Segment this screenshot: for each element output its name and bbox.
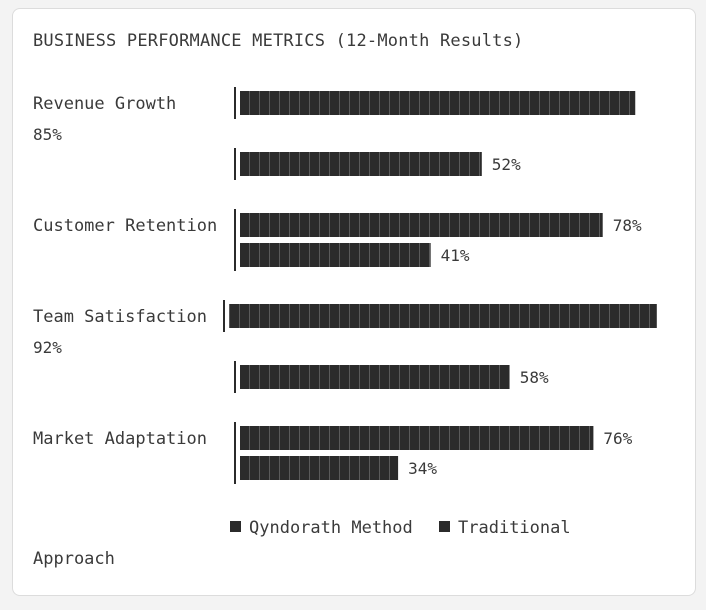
- bar-team-satisfaction-qyndorath-method: [229, 304, 657, 328]
- legend-label-traditional-wrap: Approach: [33, 549, 115, 569]
- category-label-team-satisfaction: Team Satisfaction: [33, 307, 207, 327]
- category-label-market-adaptation: Market Adaptation: [33, 429, 207, 449]
- bar-customer-retention-traditional-approach: [240, 243, 431, 267]
- bar-baseline-revenue-growth-1: [234, 87, 236, 119]
- legend-swatch-qyndorath: [230, 520, 241, 532]
- bar-baseline-revenue-growth-2: [234, 148, 236, 180]
- value-label-market-adaptation-traditional-approach: 34%: [408, 459, 437, 478]
- value-label-team-satisfaction-qyndorath-method: 92%: [33, 338, 62, 357]
- legend-item-qyndorath: Qyndorath Method: [230, 518, 423, 538]
- legend-swatch-traditional: [439, 520, 451, 532]
- bar-baseline-team-satisfaction-1: [223, 300, 225, 332]
- bar-team-satisfaction-traditional-approach: [240, 365, 510, 389]
- chart-title: BUSINESS PERFORMANCE METRICS (12-Month R…: [33, 31, 524, 51]
- legend-label-qyndorath: Qyndorath Method: [249, 518, 413, 538]
- legend-item-traditional: Traditional: [439, 518, 571, 538]
- value-label-revenue-growth-qyndorath-method: 85%: [33, 125, 62, 144]
- bar-baseline-team-satisfaction-2: [234, 361, 236, 393]
- value-label-team-satisfaction-traditional-approach: 58%: [520, 368, 549, 387]
- value-label-market-adaptation-qyndorath-method: 76%: [603, 429, 632, 448]
- bar-baseline-market-adaptation-1: [234, 422, 236, 454]
- bar-market-adaptation-traditional-approach: [240, 456, 399, 480]
- category-label-customer-retention: Customer Retention: [33, 216, 217, 236]
- bar-revenue-growth-qyndorath-method: [240, 91, 636, 115]
- value-label-customer-retention-traditional-approach: 41%: [441, 246, 470, 265]
- bar-baseline-market-adaptation-2: [234, 452, 236, 484]
- bar-revenue-growth-traditional-approach: [240, 152, 482, 176]
- bar-baseline-customer-retention-2: [234, 239, 236, 271]
- bar-customer-retention-qyndorath-method: [240, 213, 603, 237]
- bar-market-adaptation-qyndorath-method: [240, 426, 594, 450]
- category-label-revenue-growth: Revenue Growth: [33, 94, 176, 114]
- value-label-revenue-growth-traditional-approach: 52%: [492, 155, 521, 174]
- legend-label-traditional: Traditional: [458, 518, 571, 538]
- value-label-customer-retention-qyndorath-method: 78%: [613, 216, 642, 235]
- chart-legend: Qyndorath Method Traditional: [230, 518, 587, 538]
- bar-baseline-customer-retention-1: [234, 209, 236, 241]
